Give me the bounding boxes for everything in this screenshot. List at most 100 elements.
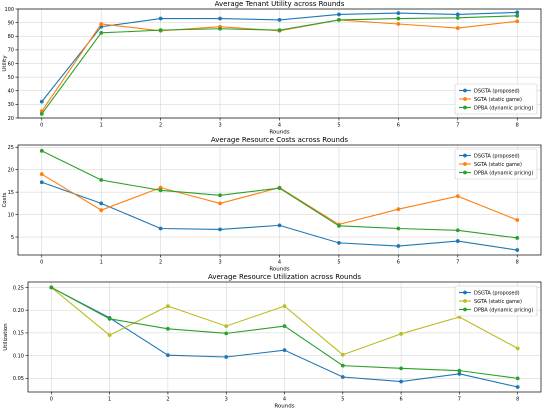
data-point <box>457 371 462 376</box>
data-point <box>515 385 520 389</box>
data-point <box>282 348 287 353</box>
data-point <box>224 355 229 359</box>
data-point <box>158 226 163 231</box>
data-point <box>158 28 163 33</box>
data-point <box>99 22 104 26</box>
data-point <box>340 352 345 357</box>
x-axis-label: Rounds <box>269 130 289 136</box>
data-point <box>39 172 44 177</box>
data-point <box>399 366 403 371</box>
x-tick-label: 0 <box>50 397 53 403</box>
legend-swatch-marker <box>463 299 467 303</box>
data-point <box>515 10 520 15</box>
data-point <box>340 363 345 368</box>
data-point <box>396 207 401 212</box>
legend-swatch-marker <box>463 162 467 166</box>
data-point <box>39 112 44 116</box>
y-tick-label: 5 <box>11 235 14 241</box>
data-point <box>396 226 401 231</box>
y-tick-label: 20 <box>8 167 14 173</box>
x-tick-label: 3 <box>218 123 221 129</box>
x-tick-label: 6 <box>397 260 400 266</box>
legend-swatch-marker <box>463 153 467 158</box>
x-tick-label: 1 <box>108 397 111 403</box>
data-point <box>218 227 222 232</box>
y-tick-label: 0.20 <box>13 308 24 314</box>
data-point <box>515 376 520 381</box>
x-tick-label: 6 <box>399 397 402 403</box>
data-point <box>457 368 462 373</box>
data-point <box>515 346 520 351</box>
y-tick-label: 0.15 <box>13 331 24 337</box>
y-tick-label: 50 <box>8 75 14 81</box>
data-point <box>515 13 520 18</box>
x-axis-label: Rounds <box>269 267 289 273</box>
y-tick-label: 100 <box>4 7 14 13</box>
data-point <box>399 331 403 336</box>
data-point <box>455 228 460 233</box>
data-point <box>515 248 520 252</box>
x-tick-label: 7 <box>456 123 459 129</box>
axes-frame <box>17 144 542 256</box>
data-point <box>455 194 460 199</box>
data-point <box>396 16 401 21</box>
legend: DSGTA (proposed) SGTA (static game) DPBA (… <box>454 148 538 180</box>
y-tick-label: 0.25 <box>13 285 24 291</box>
data-point <box>282 304 287 308</box>
y-tick-label: 20 <box>8 116 14 122</box>
legend-label: DSGTA (proposed) <box>474 153 520 159</box>
legend-swatch-marker <box>463 105 467 110</box>
data-point <box>455 26 460 30</box>
data-point <box>337 240 341 245</box>
data-point <box>39 99 44 104</box>
legend-box <box>454 148 538 180</box>
legend-label: SGTA (static game) <box>474 97 522 103</box>
x-tick-label: 8 <box>516 260 519 266</box>
y-axis-label: Utility <box>2 55 8 72</box>
data-point <box>107 316 112 321</box>
x-tick-label: 2 <box>159 260 162 266</box>
y-tick-label: 25 <box>8 145 14 151</box>
data-point <box>166 326 170 331</box>
data-point <box>515 19 520 24</box>
x-tick-label: 0 <box>40 260 43 266</box>
data-point <box>277 223 282 228</box>
data-point <box>49 285 54 290</box>
data-point <box>107 333 112 338</box>
data-point <box>99 178 104 182</box>
legend: DSGTA (proposed) SGTA (static game) DPBA (… <box>454 285 538 317</box>
data-point <box>218 201 222 206</box>
data-point <box>277 186 282 191</box>
chart-1: 0 1 2 3 4 5 6 7 8 20 30 40 50 60 70 80 90 100 Average Tena… <box>2 0 542 136</box>
x-tick-label: 6 <box>397 123 400 129</box>
data-point <box>166 353 170 358</box>
y-tick-label: 90 <box>8 20 14 26</box>
data-point <box>218 193 222 198</box>
data-point <box>99 208 104 213</box>
legend-swatch-marker <box>463 307 467 312</box>
data-point <box>515 236 520 240</box>
data-point <box>158 188 163 193</box>
x-tick-label: 2 <box>159 123 162 129</box>
x-tick-label: 8 <box>516 397 519 403</box>
y-axis-label: Costs <box>2 192 8 207</box>
legend-swatch-marker <box>463 290 467 295</box>
data-point <box>337 12 341 17</box>
data-point <box>396 244 401 248</box>
legend-label: DPBA (dynamic pricing) <box>474 170 533 176</box>
data-point <box>337 223 341 228</box>
x-tick-label: 5 <box>341 397 344 403</box>
legend-label: SGTA (static game) <box>474 299 522 305</box>
data-point <box>158 16 163 21</box>
data-point <box>39 148 44 153</box>
data-point <box>396 11 401 15</box>
x-tick-label: 7 <box>458 397 461 403</box>
x-axis-label: Rounds <box>274 404 294 408</box>
chart-title: Average Tenant Utility across Rounds <box>215 0 345 8</box>
y-axis-label: Utilization <box>3 323 9 351</box>
x-tick-label: 1 <box>100 123 103 129</box>
x-tick-label: 4 <box>278 123 281 129</box>
x-tick-label: 0 <box>40 123 43 129</box>
legend-label: DSGTA (proposed) <box>474 88 520 94</box>
legend-box <box>454 285 538 317</box>
